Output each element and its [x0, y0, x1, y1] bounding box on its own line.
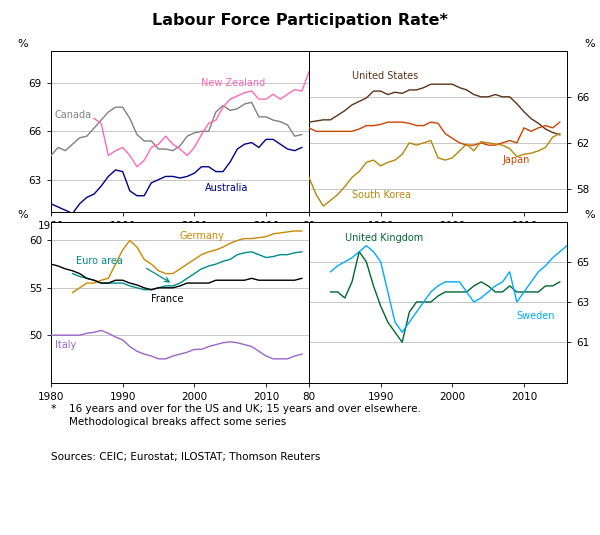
Text: United States: United States — [352, 71, 418, 81]
Text: %: % — [585, 210, 595, 220]
Text: South Korea: South Korea — [352, 189, 411, 200]
Text: Sweden: Sweden — [517, 311, 556, 321]
Text: Japan: Japan — [502, 155, 530, 165]
Text: %: % — [585, 39, 595, 49]
Text: *: * — [51, 404, 56, 414]
Text: Sources: CEIC; Eurostat; ILOSTAT; Thomson Reuters: Sources: CEIC; Eurostat; ILOSTAT; Thomso… — [51, 452, 320, 462]
Text: %: % — [17, 210, 28, 220]
Text: New Zealand: New Zealand — [202, 78, 266, 88]
Text: Euro area: Euro area — [76, 256, 123, 266]
Text: Australia: Australia — [205, 182, 248, 193]
Text: Canada: Canada — [55, 110, 92, 120]
Text: France: France — [151, 294, 184, 304]
Text: Labour Force Participation Rate*: Labour Force Participation Rate* — [152, 13, 448, 28]
Text: Germany: Germany — [180, 231, 225, 241]
Text: %: % — [17, 39, 28, 49]
Text: Italy: Italy — [55, 340, 76, 350]
Text: United Kingdom: United Kingdom — [345, 233, 423, 242]
Text: 16 years and over for the US and UK; 15 years and over elsewhere.
Methodological: 16 years and over for the US and UK; 15 … — [69, 404, 421, 427]
